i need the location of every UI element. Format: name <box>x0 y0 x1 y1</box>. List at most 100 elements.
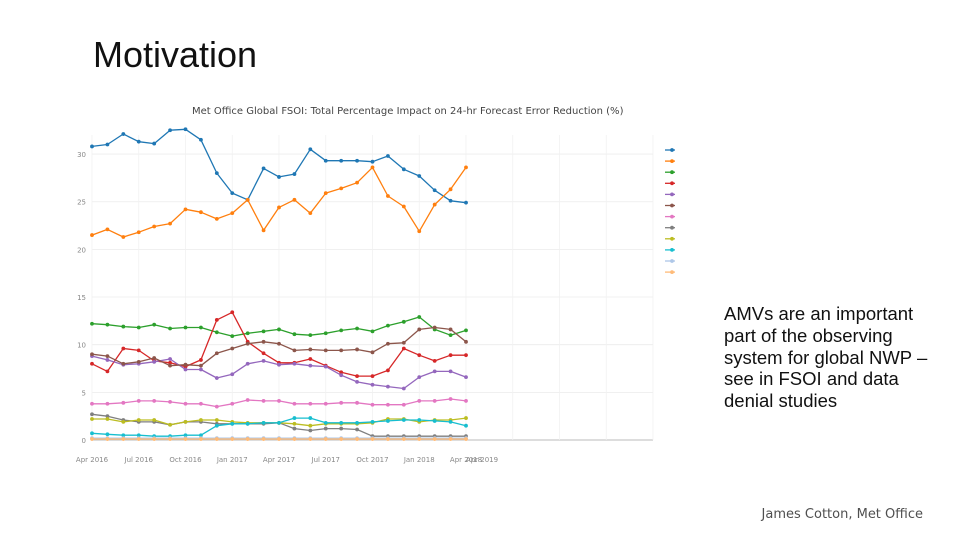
data-point <box>292 416 297 420</box>
data-point <box>308 363 313 368</box>
data-point <box>370 419 375 424</box>
data-point <box>323 348 328 353</box>
data-point <box>168 326 172 331</box>
data-point <box>277 362 281 367</box>
data-point <box>355 326 359 331</box>
data-point <box>199 437 203 441</box>
data-point <box>370 350 375 355</box>
data-point <box>464 375 468 379</box>
data-point <box>168 422 172 427</box>
y-tick-label: 15 <box>77 294 86 302</box>
data-point <box>136 437 141 441</box>
data-point <box>448 397 453 401</box>
data-point <box>308 401 313 406</box>
data-point <box>323 364 328 369</box>
data-point <box>292 348 297 353</box>
data-point <box>417 327 422 332</box>
data-point <box>292 426 297 431</box>
data-point <box>432 419 437 423</box>
data-point <box>464 165 468 170</box>
data-point <box>199 325 203 330</box>
data-point <box>355 400 359 405</box>
data-point <box>292 172 297 176</box>
data-point <box>214 351 219 356</box>
data-point <box>448 327 453 332</box>
data-point <box>214 318 219 322</box>
legend-marker <box>670 236 674 241</box>
y-tick-label: 10 <box>77 342 86 350</box>
data-point <box>370 159 375 164</box>
data-point <box>386 368 390 373</box>
data-point <box>464 328 468 333</box>
data-point <box>261 329 266 334</box>
data-point <box>277 399 281 403</box>
data-point <box>355 158 359 163</box>
data-point <box>323 426 328 431</box>
data-point <box>323 191 328 196</box>
data-point <box>355 379 359 384</box>
data-point <box>386 402 390 407</box>
data-point <box>308 147 313 152</box>
legend-marker <box>670 170 674 175</box>
data-point <box>339 373 344 378</box>
data-point <box>292 332 297 337</box>
y-tick-label: 30 <box>77 151 86 159</box>
data-point <box>464 200 468 205</box>
data-point <box>245 361 250 366</box>
data-point <box>261 351 266 356</box>
data-point <box>339 158 344 163</box>
chart-title: Met Office Global FSOI: Total Percentage… <box>192 106 624 117</box>
data-point <box>448 353 453 358</box>
data-point <box>339 348 344 353</box>
data-point <box>121 419 126 424</box>
data-point <box>261 166 266 171</box>
data-point <box>261 339 266 344</box>
data-point <box>214 216 219 221</box>
data-point <box>121 361 126 366</box>
data-point <box>448 419 453 424</box>
data-point <box>432 358 437 363</box>
data-point <box>464 353 468 358</box>
data-point <box>277 437 281 441</box>
data-point <box>214 330 219 335</box>
x-tick-label: Oct 2017 <box>356 456 388 464</box>
data-point <box>230 372 235 377</box>
data-point <box>121 437 126 441</box>
data-point <box>152 359 157 364</box>
data-point <box>90 431 94 436</box>
data-point <box>90 412 94 417</box>
data-point <box>401 204 406 209</box>
data-point <box>199 210 203 215</box>
data-point <box>386 384 390 389</box>
data-point <box>417 353 422 358</box>
data-point <box>323 401 328 406</box>
legend-marker <box>670 192 674 197</box>
data-point <box>261 420 266 425</box>
data-point <box>199 363 203 368</box>
data-point <box>168 128 172 133</box>
data-point <box>183 325 188 330</box>
data-point <box>370 374 375 379</box>
data-point <box>90 437 94 441</box>
data-point <box>386 154 390 158</box>
fsoi-chart: Met Office Global FSOI: Total Percentage… <box>75 95 675 475</box>
data-point <box>323 331 328 336</box>
data-point <box>339 328 344 333</box>
data-point <box>90 321 94 326</box>
data-point <box>105 322 110 327</box>
data-point <box>308 333 313 338</box>
data-point <box>105 358 110 362</box>
data-point <box>214 418 219 422</box>
data-point <box>214 404 219 409</box>
x-tick-label: Oct 2016 <box>169 456 202 464</box>
legend-marker <box>670 214 674 219</box>
data-point <box>105 401 110 406</box>
data-point <box>245 437 250 441</box>
data-point <box>245 197 250 202</box>
data-point <box>464 416 468 420</box>
data-point <box>277 420 281 425</box>
data-point <box>292 421 297 426</box>
data-point <box>417 174 422 178</box>
data-point <box>90 417 94 421</box>
data-point <box>168 399 172 404</box>
